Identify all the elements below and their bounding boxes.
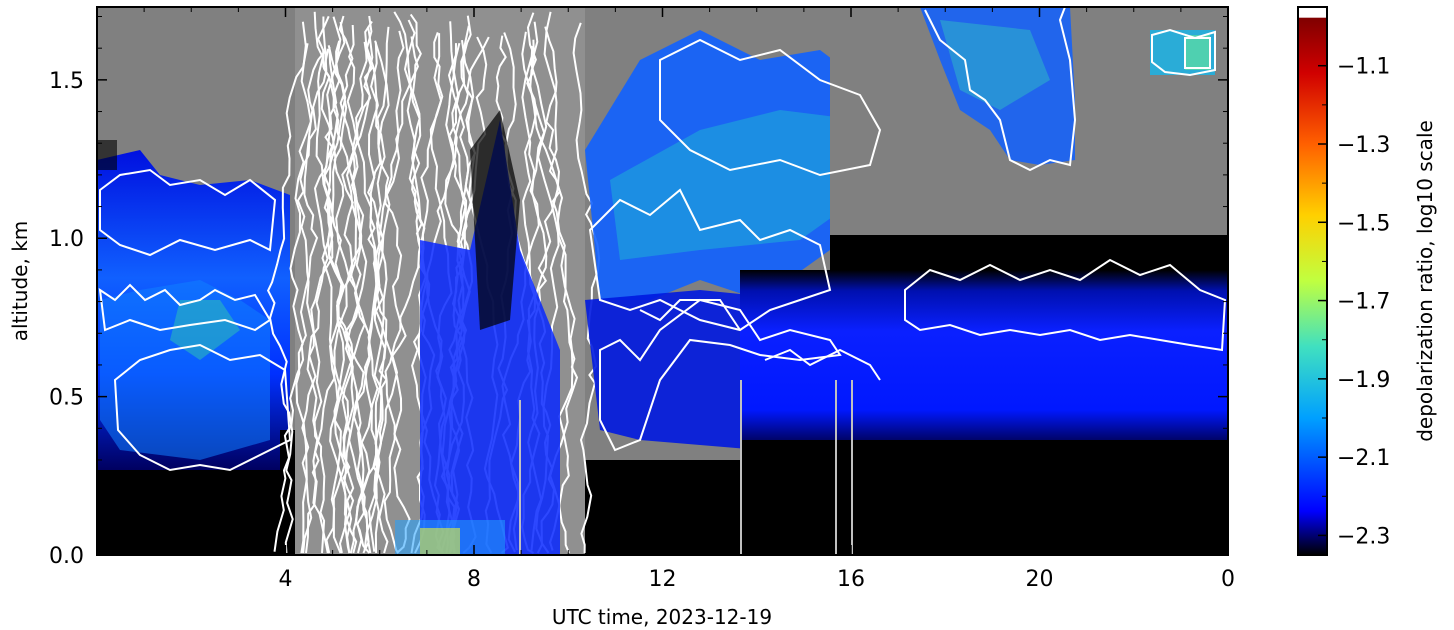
colorbar-tick-label: −1.1 bbox=[1337, 55, 1390, 80]
dense-contour-line bbox=[365, 15, 411, 554]
colorbar: −1.1 −1.3 −1.5 −1.7 −1.9 −2.1 −2.3 depolarizat… bbox=[1297, 6, 1437, 556]
upper-cloud-cyan bbox=[610, 110, 870, 260]
contour-line bbox=[1151, 28, 1216, 77]
x-axis-ticks: 4 8 12 16 20 0 bbox=[143, 7, 1235, 592]
x-tick-label: 4 bbox=[279, 567, 293, 592]
contour-line bbox=[659, 38, 882, 177]
upper-right-small-cloud-core bbox=[1185, 35, 1210, 70]
dense-contour-line bbox=[367, 26, 390, 554]
dense-contour-line bbox=[572, 22, 601, 554]
y-axis-ticks: 0.0 0.5 1.0 1.5 bbox=[49, 16, 1228, 569]
contour-lines bbox=[98, 7, 1227, 472]
y-tick-label: 0.0 bbox=[49, 544, 84, 569]
dense-contour-line bbox=[296, 48, 328, 554]
colorbar-tick-label: −1.9 bbox=[1337, 368, 1390, 393]
colorbar-tick-label: −2.1 bbox=[1337, 446, 1390, 471]
contour-line bbox=[764, 348, 881, 381]
dense-contour-line bbox=[313, 11, 366, 554]
dense-contour-line bbox=[383, 19, 426, 554]
contour-line bbox=[639, 299, 741, 331]
heatmap-area bbox=[97, 7, 1228, 555]
contour-line bbox=[588, 188, 832, 332]
contour-line bbox=[599, 298, 842, 452]
dense-contour-line bbox=[329, 41, 368, 554]
x-tick-label: 8 bbox=[467, 567, 481, 592]
x-tick-label: 0 bbox=[1221, 567, 1235, 592]
colorbar-tick-label: −1.3 bbox=[1337, 133, 1390, 158]
dense-contour-line bbox=[321, 40, 355, 554]
black-column bbox=[470, 110, 520, 330]
x-tick-label: 16 bbox=[837, 567, 865, 592]
afternoon-surface bbox=[740, 440, 1228, 555]
upper-right-cloud-cyan bbox=[940, 20, 1050, 110]
contour-line bbox=[904, 258, 1227, 352]
dense-contour-line bbox=[543, 11, 576, 551]
dense-contour-line bbox=[305, 15, 362, 554]
y-tick-label: 1.5 bbox=[49, 69, 84, 94]
y-tick-label: 0.5 bbox=[49, 386, 84, 411]
y-tick-label: 1.0 bbox=[49, 227, 84, 252]
contour-line bbox=[99, 168, 277, 257]
colorbar-label: depolarization ratio, log10 scale bbox=[1413, 120, 1437, 442]
colorbar-tick-label: −2.3 bbox=[1337, 524, 1390, 549]
dense-contour-line bbox=[273, 16, 327, 552]
colorbar-tick-label: −1.5 bbox=[1337, 211, 1390, 236]
yellow-base-core bbox=[420, 528, 460, 555]
y-axis-label: altitude, km bbox=[8, 221, 32, 342]
upper-cloud-blue bbox=[585, 30, 880, 300]
upper-right-cloud bbox=[920, 7, 1075, 165]
midday-blue-column bbox=[420, 120, 560, 555]
colorbar-frame bbox=[1297, 6, 1328, 556]
black-patch bbox=[97, 140, 117, 170]
contour-line bbox=[98, 283, 272, 332]
morning-green-patch bbox=[170, 300, 240, 360]
x-tick-label: 20 bbox=[1026, 567, 1054, 592]
dense-contour-line bbox=[325, 26, 374, 554]
dense-contour-line bbox=[266, 43, 309, 554]
contour-line bbox=[113, 343, 292, 472]
dense-contour-line bbox=[332, 16, 372, 554]
contour-line bbox=[924, 7, 1077, 172]
contour-line bbox=[1184, 37, 1211, 69]
colorbar-tick-label: −1.7 bbox=[1337, 290, 1390, 315]
x-tick-label: 12 bbox=[649, 567, 677, 592]
dense-contour-line bbox=[289, 21, 312, 554]
x-axis-label: UTC time, 2023-12-19 bbox=[552, 605, 772, 629]
dense-contour-line bbox=[306, 21, 346, 554]
dense-contour-line bbox=[344, 20, 373, 554]
colorbar-gradient bbox=[1298, 7, 1327, 555]
colorbar-ticks: −1.1 −1.3 −1.5 −1.7 −1.9 −2.1 −2.3 bbox=[1318, 55, 1390, 549]
